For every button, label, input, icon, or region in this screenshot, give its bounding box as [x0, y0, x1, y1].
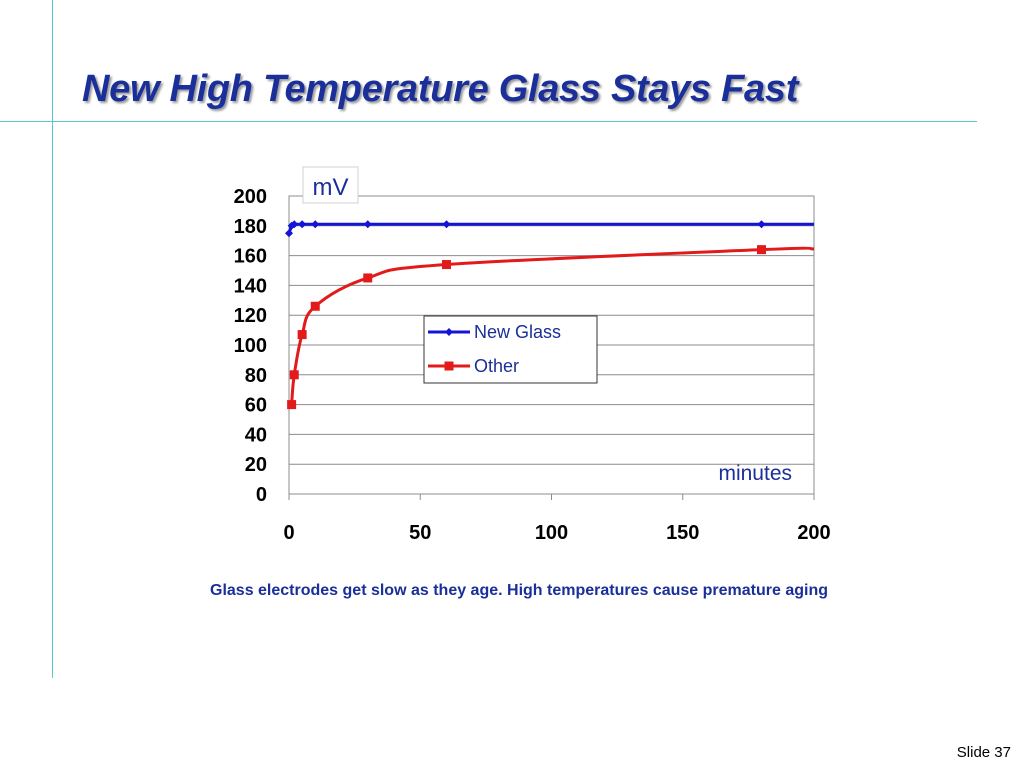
axes [288, 196, 815, 500]
legend-marker-new-glass [445, 328, 453, 336]
vertical-rule [52, 0, 53, 678]
legend-label-other: Other [474, 356, 519, 376]
data-point-other [310, 301, 320, 311]
y-tick-label: 200 [234, 186, 267, 208]
y-tick-label: 100 [234, 335, 267, 357]
legend-box [423, 315, 598, 384]
y-tick-label: 40 [245, 424, 267, 446]
data-point-other [297, 330, 307, 340]
y-tick-label: 60 [245, 395, 267, 417]
y-tick-label: 180 [234, 216, 267, 238]
data-point-new-glass [290, 220, 299, 229]
data-point-other [289, 370, 299, 380]
x-tick-label: 150 [666, 522, 699, 544]
data-point-other [757, 245, 766, 255]
series-line-other [290, 246, 815, 405]
x-tick-label: 0 [283, 522, 294, 544]
x-tick-label: 200 [797, 522, 830, 544]
legend-label-new-glass: New Glass [474, 322, 561, 342]
y-axis-label-box [302, 166, 359, 204]
y-tick-label: 140 [234, 275, 267, 297]
series-group [285, 220, 815, 410]
slide-title: New High Temperature Glass Stays Fast [82, 68, 799, 110]
y-axis-label: mV [313, 174, 349, 201]
slide-caption: Glass electrodes get slow as they age. H… [210, 582, 828, 599]
data-point-other [287, 400, 297, 410]
x-axis-label: minutes [718, 462, 792, 485]
x-tick-label: 100 [535, 522, 568, 544]
data-point-new-glass [298, 220, 307, 229]
legend: New Glass Other [423, 315, 598, 384]
y-tick-label: 160 [234, 246, 267, 268]
data-point-other [363, 273, 373, 283]
data-point-new-glass [311, 220, 320, 229]
legend-marker-other [444, 361, 454, 371]
y-tick-label: 20 [245, 454, 267, 476]
data-point-new-glass [442, 220, 451, 229]
x-tick-label: 50 [409, 522, 431, 544]
y-tick-label: 120 [234, 305, 267, 327]
data-point-other [442, 260, 451, 270]
data-point-new-glass [285, 229, 293, 238]
x-tick-labels: 0 50 100 150 200 [283, 522, 830, 544]
y-tick-label: 0 [256, 484, 267, 506]
slide-number: Slide 37 [956, 744, 1011, 761]
data-point-new-glass [363, 220, 372, 229]
y-tick-label: 80 [245, 365, 267, 387]
data-point-new-glass [757, 220, 766, 229]
horizontal-rule [0, 121, 977, 122]
y-tick-labels: 0 20 40 60 80 100 120 140 160 180 200 [234, 186, 267, 506]
